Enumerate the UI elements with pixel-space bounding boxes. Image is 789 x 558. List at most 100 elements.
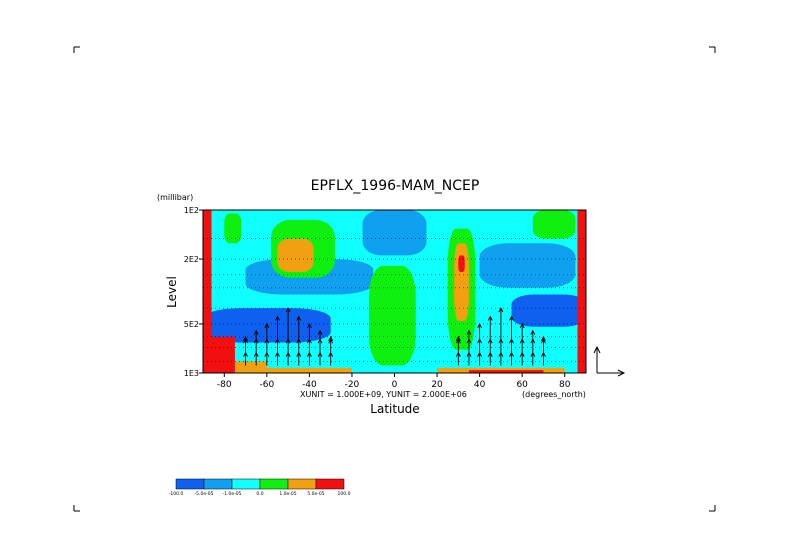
flux-arrow bbox=[477, 322, 483, 340]
x-tick-label: -80 bbox=[217, 380, 232, 390]
x-axis-title: Latitude bbox=[370, 402, 419, 416]
flux-arrow bbox=[328, 335, 334, 342]
flux-arrow bbox=[466, 351, 472, 366]
flux-arrow bbox=[243, 338, 248, 353]
flux-arrow bbox=[530, 338, 536, 353]
flux-arrow bbox=[541, 338, 546, 353]
flux-arrow bbox=[296, 315, 302, 340]
flux-arrow bbox=[243, 335, 248, 342]
colorbar-swatch bbox=[315, 478, 345, 490]
flux-arrow bbox=[306, 338, 312, 353]
field-region bbox=[454, 243, 469, 322]
colorbar-tick-label: 0.0 bbox=[256, 491, 263, 497]
x-tick-label: 80 bbox=[559, 380, 571, 390]
colorbar-tick-label: -1.0e-05 bbox=[223, 491, 242, 497]
x-axis: -80 -60 -40 -20 0 20 40 60 80 bbox=[217, 373, 571, 390]
x-tick-label: -40 bbox=[302, 380, 317, 390]
flux-arrow bbox=[455, 338, 461, 353]
flux-arrow bbox=[477, 338, 483, 353]
x-units-label: (degrees_north) bbox=[522, 390, 586, 399]
flux-arrow bbox=[498, 307, 504, 340]
flux-arrow bbox=[487, 315, 493, 340]
flux-arrow bbox=[264, 338, 270, 353]
flux-arrow bbox=[275, 338, 280, 353]
flux-arrow bbox=[317, 329, 323, 340]
flux-arrow bbox=[498, 338, 504, 353]
flux-arrow bbox=[498, 351, 504, 366]
colorbar-swatch bbox=[259, 478, 289, 490]
flux-arrow bbox=[509, 338, 514, 353]
flux-arrow bbox=[541, 335, 546, 342]
flux-arrow bbox=[264, 351, 270, 366]
y-units-label: (millibar) bbox=[157, 193, 193, 202]
colorbar: -100.0 -5.0e-05 -1.0e-05 0.0 1.0e-05 5.0e-05 1… bbox=[169, 478, 351, 497]
flux-arrow bbox=[317, 351, 323, 366]
surface-layer bbox=[234, 361, 267, 373]
colorbar-swatch bbox=[231, 478, 261, 490]
colorbar-tick-label: 1.0e-05 bbox=[279, 491, 296, 497]
colorbar-tick-label: 100.0 bbox=[338, 491, 351, 497]
flux-arrow bbox=[530, 351, 536, 366]
flux-arrow bbox=[541, 351, 546, 366]
flux-arrow bbox=[285, 307, 291, 340]
x-tick-label: -20 bbox=[345, 380, 360, 390]
field-region bbox=[532, 210, 576, 239]
field-region bbox=[458, 255, 465, 272]
flux-arrow bbox=[253, 338, 259, 353]
colorbar-tick-label: 5.0e-05 bbox=[307, 491, 324, 497]
field-region bbox=[277, 238, 314, 272]
flux-arrow bbox=[487, 351, 493, 366]
flux-arrow bbox=[253, 329, 259, 340]
flux-arrow bbox=[253, 351, 259, 366]
y-tick-label: 1E3 bbox=[184, 369, 199, 378]
flux-arrow bbox=[317, 338, 323, 353]
flux-arrow bbox=[455, 351, 461, 366]
flux-arrow bbox=[296, 351, 302, 366]
flux-arrow bbox=[530, 329, 536, 340]
flux-arrow bbox=[264, 322, 270, 340]
flux-arrow bbox=[285, 338, 291, 353]
y-tick-label: 5E2 bbox=[184, 320, 199, 329]
flux-arrow bbox=[243, 351, 248, 366]
flux-arrow bbox=[306, 351, 312, 366]
x-tick-label: 40 bbox=[474, 380, 486, 390]
y-tick-label: 1E2 bbox=[184, 206, 199, 215]
field-region bbox=[479, 243, 576, 288]
y-axis-title: Level bbox=[165, 276, 179, 308]
x-tick-label: 20 bbox=[431, 380, 443, 390]
colorbar-tick-label: -100.0 bbox=[169, 491, 184, 497]
flux-arrow bbox=[477, 351, 483, 366]
field-region bbox=[224, 213, 242, 244]
flux-arrow bbox=[487, 338, 493, 353]
flux-arrow bbox=[285, 351, 291, 366]
flux-arrow bbox=[275, 351, 280, 366]
page-corner-marks bbox=[73, 46, 716, 512]
x-tick-label: -60 bbox=[259, 380, 274, 390]
colorbar-swatch bbox=[175, 478, 205, 490]
x-tick-label: 60 bbox=[516, 380, 528, 390]
reference-vector bbox=[593, 345, 626, 377]
flux-arrow bbox=[509, 315, 514, 340]
plot-area bbox=[202, 209, 587, 374]
flux-arrow bbox=[519, 322, 525, 340]
vector-units-label: XUNIT = 1.000E+09, YUNIT = 2.000E+06 bbox=[300, 390, 467, 399]
flux-arrow bbox=[306, 322, 312, 340]
surface-layer bbox=[203, 210, 212, 373]
flux-arrow bbox=[296, 338, 302, 353]
colorbar-swatch bbox=[287, 478, 317, 490]
y-axis: 1E2 2E2 5E2 1E3 bbox=[184, 206, 203, 378]
flux-arrow bbox=[328, 351, 334, 366]
y-tick-label: 2E2 bbox=[184, 255, 199, 264]
field-region bbox=[362, 210, 427, 256]
flux-arrow bbox=[466, 329, 472, 340]
surface-layer bbox=[266, 367, 352, 373]
x-tick-label: 0 bbox=[392, 380, 398, 390]
chart-title: EPFLX_1996-MAM_NCEP bbox=[311, 178, 480, 194]
flux-arrow bbox=[519, 338, 525, 353]
flux-arrow bbox=[466, 338, 472, 353]
field-region bbox=[511, 294, 586, 327]
surface-layer bbox=[468, 370, 544, 373]
flux-arrow bbox=[509, 351, 514, 366]
field-region bbox=[368, 265, 416, 366]
